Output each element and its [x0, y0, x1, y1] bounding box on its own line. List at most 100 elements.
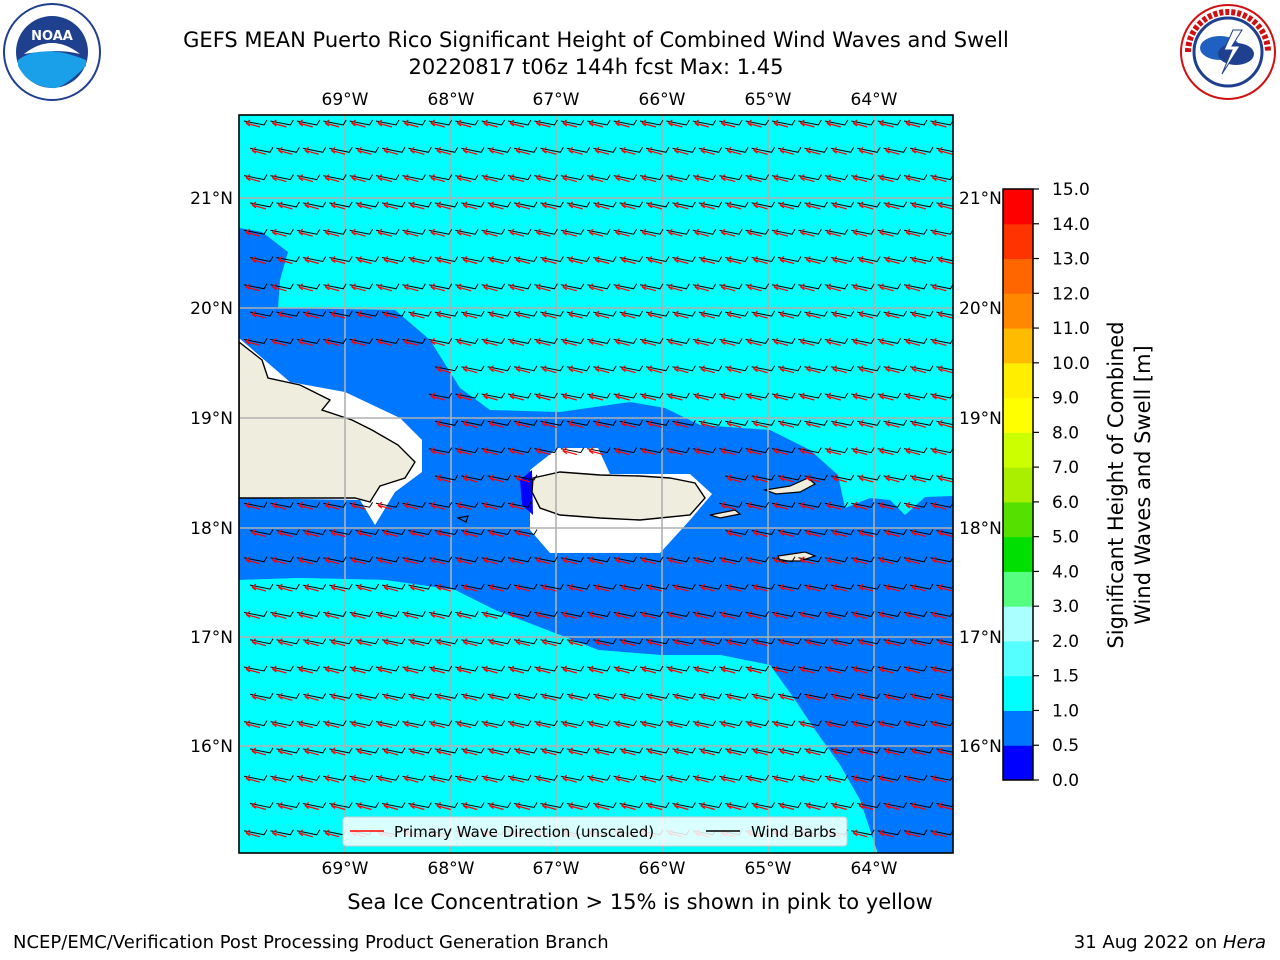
wind-barb	[461, 693, 485, 699]
wave-direction-arrow	[932, 665, 947, 674]
wind-barb	[936, 147, 953, 153]
colorbar-frame	[1002, 188, 1034, 781]
wave-direction-arrow	[647, 201, 663, 210]
wind-barb	[751, 693, 776, 699]
wind-barb	[302, 310, 327, 317]
wind-barb	[481, 447, 506, 454]
wave-direction-arrow	[615, 556, 630, 565]
wind-barb	[777, 802, 802, 809]
wind-barb	[276, 638, 300, 645]
wind-barb	[329, 147, 353, 153]
wave-direction-arrow	[911, 747, 927, 756]
wave-direction-arrow	[911, 146, 927, 155]
wind-barb	[243, 119, 268, 126]
wave-direction-arrow	[800, 392, 815, 401]
wind-barb	[329, 201, 353, 208]
wave-direction-arrow	[324, 556, 340, 565]
colorbar-segment	[1003, 362, 1033, 399]
wind-barb	[909, 310, 934, 317]
wind-barb	[771, 556, 796, 563]
wave-direction-arrow	[456, 119, 472, 128]
wind-barb	[751, 583, 776, 590]
wind-barb	[249, 747, 274, 754]
wave-direction-arrow	[615, 119, 630, 128]
wave-direction-arrow	[304, 201, 319, 210]
wind-barb	[909, 529, 934, 536]
wave-direction-arrow	[938, 201, 953, 210]
wave-direction-arrow	[720, 774, 736, 783]
wind-barb	[883, 256, 908, 263]
wave-direction-arrow	[272, 556, 287, 565]
wind-barb	[249, 583, 274, 590]
wave-direction-arrow	[272, 337, 287, 346]
wave-direction-arrow	[594, 146, 610, 155]
wave-direction-arrow	[747, 283, 762, 292]
wave-direction-arrow	[694, 283, 709, 292]
wave-direction-arrow	[351, 774, 366, 783]
wind-barb	[877, 174, 902, 181]
wave-direction-arrow	[852, 665, 868, 674]
wave-direction-arrow	[456, 774, 472, 783]
wind-barb	[698, 310, 723, 317]
wave-direction-arrow	[800, 447, 815, 456]
wind-barb	[666, 556, 690, 563]
lon-label: 65°W	[745, 859, 792, 879]
wave-direction-arrow	[647, 256, 663, 265]
wave-direction-arrow	[542, 310, 557, 319]
wind-barb	[857, 474, 881, 481]
wind-barb	[745, 392, 770, 399]
wind-barb	[745, 720, 770, 727]
colorbar-segment	[1003, 189, 1033, 225]
wave-direction-arrow	[720, 283, 736, 292]
wind-barb	[323, 774, 347, 781]
wind-barb	[804, 365, 828, 372]
wave-direction-arrow	[720, 556, 736, 565]
wind-barb	[402, 720, 426, 727]
wind-barb	[461, 638, 485, 645]
wave-direction-arrow	[462, 638, 478, 647]
wave-direction-arrow	[251, 201, 267, 210]
wave-direction-arrow	[251, 529, 267, 538]
wind-barb	[243, 720, 268, 727]
wave-direction-arrow	[852, 228, 868, 237]
wind-barb	[771, 174, 796, 181]
wave-direction-arrow	[647, 146, 663, 155]
wave-direction-arrow	[430, 283, 445, 292]
wave-direction-arrow	[852, 501, 868, 510]
lon-label: 67°W	[533, 90, 580, 110]
wave-direction-arrow	[324, 720, 340, 729]
wave-direction-arrow	[773, 447, 789, 456]
wave-direction-arrow	[383, 747, 399, 756]
wave-direction-arrow	[615, 665, 630, 674]
wave-direction-arrow	[351, 720, 366, 729]
wave-direction-arrow	[668, 392, 683, 401]
colorbar-segment	[1003, 640, 1033, 677]
wind-barb	[507, 665, 532, 672]
wind-barb	[461, 583, 485, 590]
wave-direction-arrow	[858, 201, 874, 210]
wave-direction-arrow	[911, 638, 927, 647]
wind-barb	[540, 802, 564, 809]
wave-direction-arrow	[826, 665, 841, 674]
wind-barb	[936, 530, 953, 535]
wave-direction-arrow	[251, 256, 267, 265]
wave-direction-arrow	[298, 829, 313, 838]
wave-direction-arrow	[430, 119, 445, 128]
colorbar-label-line1: Significant Height of Combined	[1104, 321, 1128, 648]
wind-barb	[375, 611, 400, 617]
wave-direction-arrow	[515, 692, 531, 701]
wind-barb	[481, 665, 506, 672]
wave-direction-arrow	[588, 720, 604, 729]
wave-direction-arrow	[615, 720, 630, 729]
wind-barb	[698, 147, 723, 153]
wave-direction-arrow	[615, 228, 630, 237]
wave-direction-arrow	[515, 529, 531, 538]
wind-barb	[249, 256, 274, 263]
wave-direction-arrow	[430, 228, 445, 237]
wind-barb	[804, 256, 828, 263]
wave-direction-arrow	[852, 610, 868, 619]
colorbar-segment	[1003, 571, 1033, 607]
wind-barb	[455, 501, 479, 508]
wind-barb	[751, 310, 776, 317]
wave-direction-arrow	[430, 720, 445, 729]
